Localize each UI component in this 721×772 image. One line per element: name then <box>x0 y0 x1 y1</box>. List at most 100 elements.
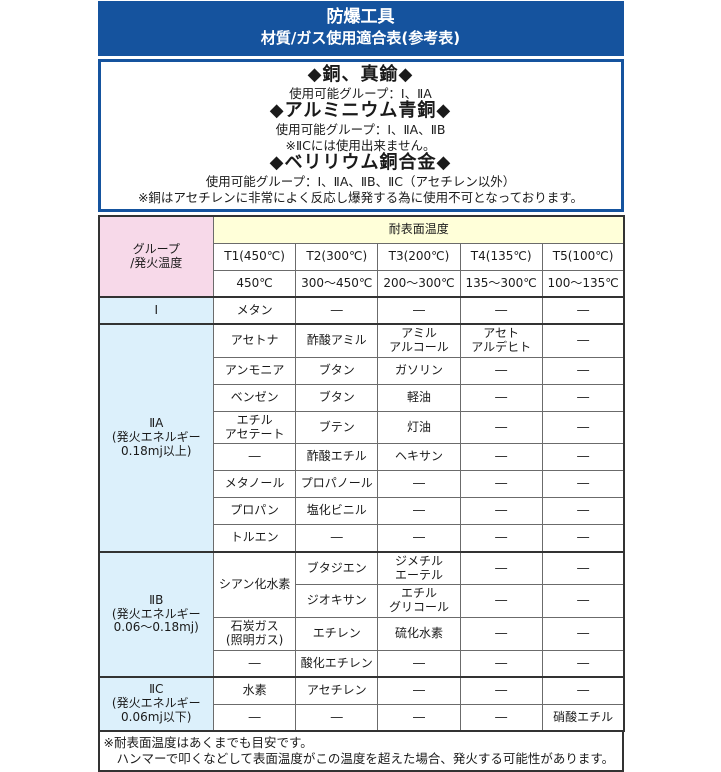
material-note-aluminum-bronze: ※ⅡCには使用出来ません。 <box>285 137 436 153</box>
empty-cell: ― <box>459 497 543 526</box>
temp-range-header: 135～300℃ <box>459 269 543 299</box>
gas-cell: プロパン <box>212 497 297 526</box>
table-row: アンモニア ブタン ガソリン ― ― <box>99 356 625 385</box>
materials-info-box: ◆銅、真鍮◆ 使用可能グループ：Ⅰ、ⅡA ◆アルミニウム青銅◆ 使用可能グループ… <box>97 59 624 213</box>
temp-range-header: 450℃ <box>212 269 297 299</box>
empty-cell: ― <box>541 617 625 651</box>
material-groups-aluminum-bronze: 使用可能グループ：Ⅰ、ⅡA、ⅡB <box>275 122 446 137</box>
table-row: ジオキサン エチル グリコール ― ― <box>99 584 625 619</box>
empty-cell: ― <box>459 703 543 732</box>
material-groups-beryllium-copper: 使用可能グループ：Ⅰ、ⅡA、ⅡB、ⅡC（アセチレン以外） <box>205 173 516 189</box>
temp-range-header: 200～300℃ <box>377 269 461 299</box>
gas-cell: 灯油 <box>377 410 461 445</box>
empty-cell: ― <box>541 383 625 412</box>
gas-cell: ベンゼン <box>212 383 297 412</box>
empty-cell: ― <box>541 584 625 619</box>
empty-cell: ― <box>295 703 379 732</box>
gas-cell: 酢酸アミル <box>295 323 379 358</box>
gas-cell: 硫化水素 <box>377 617 461 651</box>
footnote-line-1: ※耐表面温度はあくまでも目安です。 <box>103 735 313 751</box>
empty-cell: ― <box>377 296 461 325</box>
temp-class-header: T2(300℃) <box>295 242 379 271</box>
table-header-row-1: グループ /発火温度 耐表面温度 <box>98 215 625 298</box>
gas-cell: シアン化水素 <box>212 550 297 619</box>
material-heading-aluminum-bronze: ◆アルミニウム青銅◆ <box>269 100 452 122</box>
gas-cell: 塩化ビニル <box>295 497 379 526</box>
material-note-beryllium-copper: ※銅はアセチレンに非常によく反応し爆発する為に使用不可となっております。 <box>137 189 584 205</box>
empty-cell: ― <box>541 649 625 678</box>
empty-cell: ― <box>541 676 625 705</box>
table-row: ― 酢酸エチル ヘキサン ― ― <box>99 443 625 472</box>
document-page: 防爆工具 材質/ガス使用適合表(参考表) ◆銅、真鍮◆ 使用可能グループ：Ⅰ、Ⅱ… <box>97 0 626 772</box>
empty-cell: ― <box>541 550 625 586</box>
empty-cell: ― <box>459 524 543 553</box>
gas-cell: 軽油 <box>377 383 461 412</box>
empty-cell: ― <box>377 676 461 705</box>
gas-cell: アセチレン <box>295 676 379 705</box>
gas-cell: アミル アルコール <box>377 323 461 358</box>
gas-cell: プロパノール <box>295 470 379 499</box>
table-header-row-2: T1(450℃) T2(300℃) T3(200℃) T4(135℃) T5(1… <box>99 242 625 271</box>
empty-cell: ― <box>541 524 625 553</box>
gas-cell: ジオキサン <box>295 584 379 619</box>
table-row: エチル アセテート ブテン 灯油 ― ― <box>99 410 625 445</box>
empty-cell: ― <box>459 296 543 325</box>
gas-cell: メタノール <box>212 470 297 499</box>
temp-class-header: T3(200℃) <box>377 242 461 271</box>
empty-cell: ― <box>459 383 543 412</box>
table-row: ⅡC (発火エネルギー 0.06mj以下) 水素 アセチレン ― ― ― <box>98 676 625 732</box>
temp-range-header: 300～450℃ <box>295 269 379 299</box>
table-row: ⅡB (発火エネルギー 0.06～0.18mj) シアン化水素 ブタジエン ジメチル … <box>98 550 625 678</box>
gas-cell: エチル グリコール <box>377 584 461 619</box>
gas-cell: 水素 <box>212 676 297 705</box>
compat-table-body: Ⅰ メタン ― ― ― ― ⅡA (発火エネルギー 0.18mj以上) アセトナ 酢酸アミル アミ… <box>98 296 625 732</box>
empty-cell: ― <box>377 470 461 499</box>
gas-cell: 石炭ガス (照明ガス) <box>212 617 297 651</box>
empty-cell: ― <box>541 323 625 358</box>
empty-cell: ― <box>541 296 625 325</box>
surface-temp-header: 耐表面温度 <box>213 215 625 244</box>
empty-cell: ― <box>459 649 543 678</box>
empty-cell: ― <box>459 356 543 385</box>
title-banner: 防爆工具 材質/ガス使用適合表(参考表) <box>97 1 624 56</box>
table-row: ― 酸化エチレン ― ― ― <box>99 649 625 678</box>
gas-cell: メタン <box>212 296 297 325</box>
empty-cell: ― <box>377 703 461 732</box>
footnote-line-2: ハンマーで叩くなどして表面温度がこの温度を超えた場合、発火する可能性があります。 <box>116 750 615 766</box>
group-label: Ⅰ <box>98 296 214 325</box>
empty-cell: ― <box>377 497 461 526</box>
gas-cell: ガソリン <box>377 356 461 385</box>
gas-cell: ブテン <box>295 410 379 445</box>
page-subtitle: 材質/ガス使用適合表(参考表) <box>260 29 461 48</box>
empty-cell: ― <box>541 410 625 445</box>
compat-table: グループ /発火温度 耐表面温度 T1(450℃) T2(300℃) T3(20… <box>97 215 626 733</box>
empty-cell: ― <box>377 524 461 553</box>
empty-cell: ― <box>459 676 543 705</box>
table-row: メタノール プロパノール ― ― ― <box>99 470 625 499</box>
empty-cell: ― <box>459 410 543 445</box>
page-title: 防爆工具 <box>326 7 395 27</box>
gas-cell: エチル アセテート <box>212 410 297 445</box>
table-header-row-3: 450℃ 300～450℃ 200～300℃ 135～300℃ 100～135℃ <box>99 269 625 299</box>
empty-cell: ― <box>459 443 543 472</box>
table-row: トルエン ― ― ― ― <box>99 524 625 553</box>
empty-cell: ― <box>377 649 461 678</box>
gas-cell: ブタン <box>295 383 379 412</box>
empty-cell: ― <box>541 443 625 472</box>
table-row: ベンゼン ブタン 軽油 ― ― <box>99 383 625 412</box>
group-label: ⅡA (発火エネルギー 0.18mj以上) <box>98 323 214 553</box>
group-column-header: グループ /発火温度 <box>98 215 214 298</box>
empty-cell: ― <box>212 703 297 732</box>
gas-cell: ジメチル エーテル <box>377 550 461 586</box>
gas-cell: エチレン <box>295 617 379 651</box>
group-label: ⅡB (発火エネルギー 0.06～0.18mj) <box>98 550 214 678</box>
table-row: 石炭ガス (照明ガス) エチレン 硫化水素 ― ― <box>99 617 625 651</box>
table-row: Ⅰ メタン ― ― ― ― <box>98 296 625 325</box>
gas-cell: ヘキサン <box>377 443 461 472</box>
footnote-box: ※耐表面温度はあくまでも目安です。 ハンマーで叩くなどして表面温度がこの温度を超… <box>97 732 624 772</box>
empty-cell: ― <box>541 356 625 385</box>
gas-cell: 酢酸エチル <box>295 443 379 472</box>
empty-cell: ― <box>459 617 543 651</box>
empty-cell: ― <box>459 470 543 499</box>
gas-cell: トルエン <box>212 524 297 553</box>
